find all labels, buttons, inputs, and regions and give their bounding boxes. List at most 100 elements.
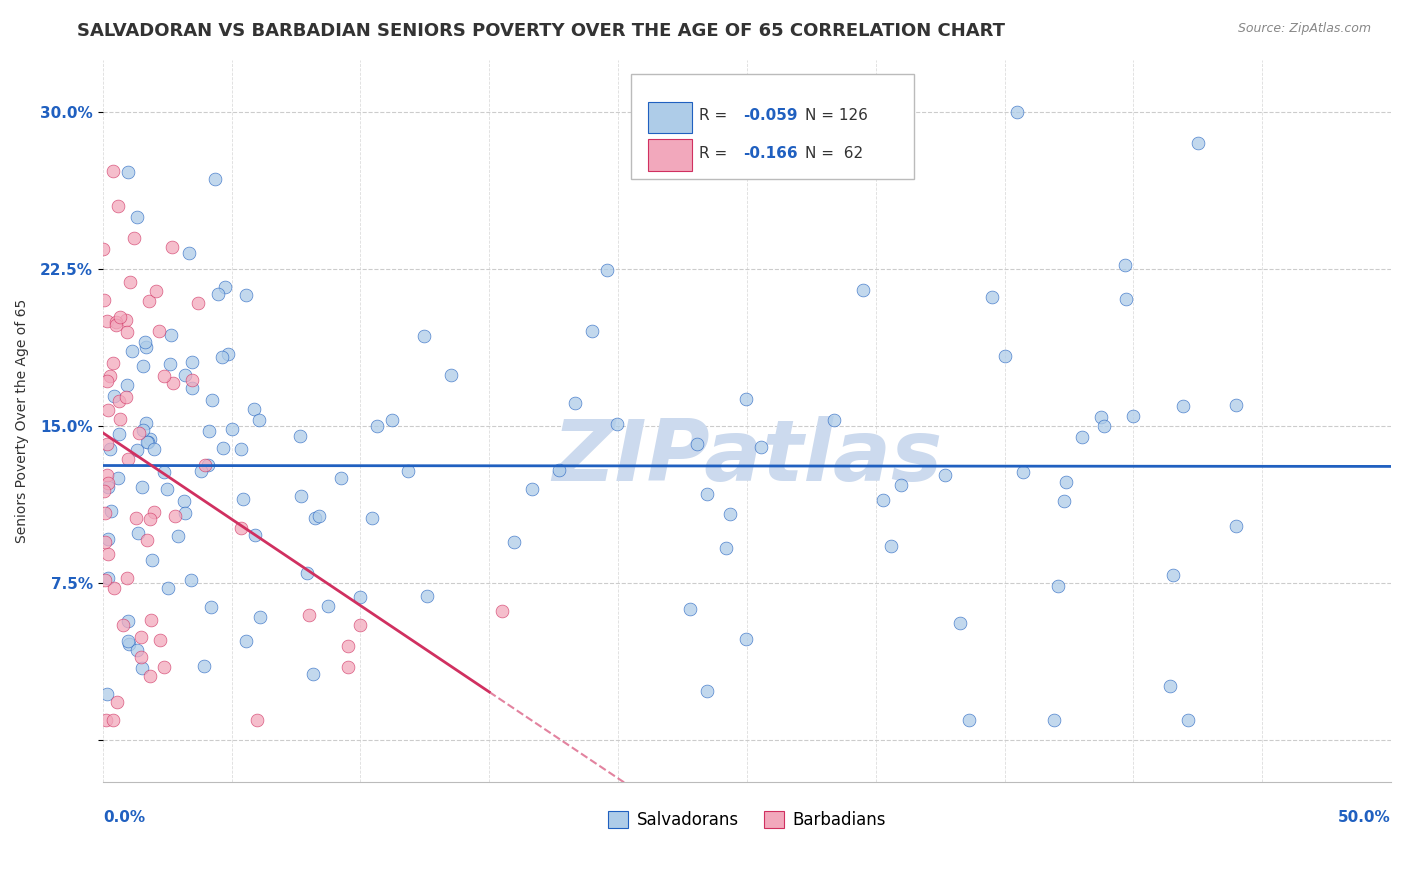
Point <box>115 313 138 327</box>
Point <box>502 535 524 549</box>
Point <box>581 324 603 338</box>
Point <box>131 661 153 675</box>
Point <box>416 589 439 603</box>
Point <box>1225 398 1247 412</box>
Point <box>141 553 163 567</box>
Text: -0.166: -0.166 <box>742 146 797 161</box>
Text: ZIPatlas: ZIPatlas <box>551 416 942 499</box>
Point <box>159 357 181 371</box>
Point <box>1043 713 1066 727</box>
Point <box>166 529 188 543</box>
Point <box>117 451 139 466</box>
Point <box>197 458 219 473</box>
Point <box>235 287 257 301</box>
Point <box>93 506 115 520</box>
Point <box>125 643 148 657</box>
Point <box>1173 400 1195 414</box>
Point <box>97 533 120 547</box>
Point <box>153 465 176 479</box>
Point <box>122 230 145 244</box>
Point <box>934 467 956 482</box>
Point <box>994 349 1017 363</box>
Point <box>366 418 388 433</box>
FancyBboxPatch shape <box>648 102 692 133</box>
Point <box>139 668 162 682</box>
Point <box>718 507 741 521</box>
Point <box>105 315 128 329</box>
Point <box>491 603 513 617</box>
FancyBboxPatch shape <box>648 139 692 171</box>
Point <box>98 442 121 457</box>
Point <box>91 242 114 256</box>
Point <box>231 521 253 535</box>
Point <box>101 163 124 178</box>
Point <box>93 293 115 307</box>
Point <box>125 442 148 457</box>
Point <box>200 599 222 614</box>
Point <box>249 413 271 427</box>
Point <box>316 599 339 613</box>
Point <box>735 392 758 407</box>
Point <box>1012 465 1035 479</box>
Point <box>148 324 170 338</box>
Point <box>548 463 571 477</box>
Point <box>97 402 120 417</box>
Point <box>1187 136 1209 151</box>
Point <box>413 328 436 343</box>
Point <box>1225 518 1247 533</box>
Text: N =  62: N = 62 <box>804 146 863 161</box>
Text: -0.059: -0.059 <box>742 109 797 123</box>
Point <box>336 660 359 674</box>
Point <box>114 390 136 404</box>
Point <box>880 539 903 553</box>
Point <box>101 356 124 370</box>
Point <box>159 328 181 343</box>
Text: R =: R = <box>699 146 733 161</box>
Point <box>96 314 118 328</box>
Point <box>96 687 118 701</box>
Point <box>440 368 463 382</box>
Point <box>117 165 139 179</box>
Point <box>112 618 135 632</box>
Point <box>734 632 756 646</box>
Point <box>361 511 384 525</box>
Point <box>231 442 253 456</box>
Point <box>396 464 419 478</box>
Point <box>981 289 1004 303</box>
Point <box>304 510 326 524</box>
Point <box>138 512 160 526</box>
Point <box>93 483 115 498</box>
Point <box>94 713 117 727</box>
Point <box>204 172 226 186</box>
Point <box>679 601 702 615</box>
Point <box>117 614 139 628</box>
Point <box>131 649 153 664</box>
Point <box>115 325 138 339</box>
Point <box>180 573 202 587</box>
Point <box>105 694 128 708</box>
Point <box>115 377 138 392</box>
Point <box>336 639 359 653</box>
Text: SALVADORAN VS BARBADIAN SENIORS POVERTY OVER THE AGE OF 65 CORRELATION CHART: SALVADORAN VS BARBADIAN SENIORS POVERTY … <box>77 22 1005 40</box>
Point <box>1159 679 1181 693</box>
Point <box>104 318 127 333</box>
Point <box>1054 475 1077 489</box>
Point <box>160 240 183 254</box>
Point <box>134 335 156 350</box>
Point <box>181 381 204 395</box>
Point <box>153 368 176 383</box>
Point <box>162 376 184 391</box>
Point <box>957 713 980 727</box>
Point <box>173 493 195 508</box>
Point <box>173 368 195 382</box>
Point <box>301 667 323 681</box>
Point <box>110 411 132 425</box>
Text: Source: ZipAtlas.com: Source: ZipAtlas.com <box>1237 22 1371 36</box>
Point <box>290 490 312 504</box>
Point <box>243 402 266 417</box>
Point <box>103 389 125 403</box>
Point <box>97 475 120 490</box>
Point <box>190 464 212 478</box>
Y-axis label: Seniors Poverty Over the Age of 65: Seniors Poverty Over the Age of 65 <box>15 299 30 543</box>
Point <box>1007 105 1029 120</box>
